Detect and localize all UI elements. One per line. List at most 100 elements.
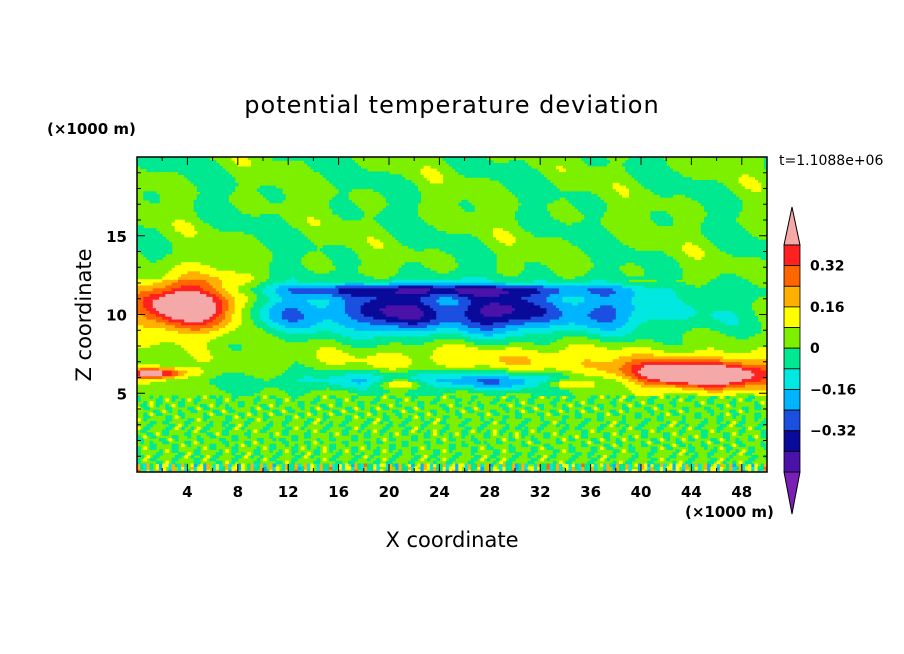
field-cell xyxy=(707,409,711,414)
field-cell xyxy=(571,367,576,371)
field-cell xyxy=(332,333,337,337)
field-cell xyxy=(256,381,261,385)
field-cell xyxy=(452,386,456,391)
field-cell xyxy=(496,437,500,442)
field-cell xyxy=(691,372,696,377)
field-cell xyxy=(565,460,570,465)
field-cell xyxy=(763,389,767,394)
field-cell xyxy=(322,449,327,453)
field-cell xyxy=(382,389,387,394)
field-cell xyxy=(366,378,371,382)
field-cell xyxy=(587,355,592,360)
field-cell xyxy=(448,386,453,391)
field-cell xyxy=(489,389,494,394)
field-cell xyxy=(266,381,270,385)
field-cell xyxy=(200,440,204,445)
field-cell xyxy=(537,463,541,467)
field-cell xyxy=(445,344,450,348)
field-cell xyxy=(354,372,359,377)
field-cell xyxy=(426,372,431,377)
field-cell xyxy=(212,333,217,337)
field-cell xyxy=(401,375,406,380)
field-cell xyxy=(483,335,488,340)
field-cell xyxy=(546,333,551,337)
field-cell xyxy=(596,426,601,431)
field-cell xyxy=(203,352,207,357)
field-cell xyxy=(524,406,529,411)
field-cell xyxy=(647,381,652,385)
field-cell xyxy=(524,443,529,448)
field-cell xyxy=(499,386,503,391)
field-cell xyxy=(751,395,755,399)
field-cell xyxy=(253,469,258,472)
field-cell xyxy=(231,395,236,399)
field-cell xyxy=(376,384,381,388)
field-cell xyxy=(348,389,352,394)
field-cell xyxy=(549,372,554,377)
field-cell xyxy=(250,469,255,472)
field-cell xyxy=(600,395,604,399)
field-cell xyxy=(593,330,598,334)
field-cell xyxy=(625,369,629,374)
field-cell xyxy=(486,446,491,450)
field-cell xyxy=(530,335,535,340)
field-cell xyxy=(297,386,302,391)
field-cell xyxy=(222,409,226,414)
field-cell xyxy=(159,378,163,382)
field-cell xyxy=(549,454,554,459)
field-cell xyxy=(159,398,163,402)
field-cell xyxy=(483,330,488,334)
field-cell xyxy=(303,372,308,377)
field-cell xyxy=(275,454,280,459)
field-cell xyxy=(647,398,652,402)
field-cell xyxy=(653,381,658,385)
field-cell xyxy=(455,364,459,368)
field-cell xyxy=(477,333,481,337)
field-cell xyxy=(313,386,318,391)
field-cell xyxy=(612,367,617,371)
field-cell xyxy=(502,333,507,337)
field-cell xyxy=(398,372,403,377)
field-cell xyxy=(515,338,519,343)
field-cell xyxy=(754,426,759,431)
field-cell xyxy=(697,389,702,394)
field-cell xyxy=(445,352,450,357)
field-cell xyxy=(344,341,349,346)
field-cell xyxy=(455,398,459,402)
field-cell xyxy=(168,406,173,411)
field-cell xyxy=(685,452,689,456)
field-cell xyxy=(464,333,469,337)
field-cell xyxy=(288,375,292,380)
field-cell xyxy=(527,335,532,340)
field-cell xyxy=(552,352,557,357)
field-cell xyxy=(143,372,148,377)
field-cell xyxy=(644,364,648,368)
field-cell xyxy=(663,338,667,343)
field-cell xyxy=(184,466,188,470)
field-cell xyxy=(177,423,182,428)
field-cell xyxy=(389,381,393,385)
field-cell xyxy=(455,372,459,377)
field-cell xyxy=(492,384,497,388)
field-cell xyxy=(546,446,551,450)
field-cell xyxy=(234,435,239,439)
field-cell xyxy=(663,443,667,448)
field-cell xyxy=(326,333,330,337)
field-cell xyxy=(521,401,526,405)
field-cell xyxy=(187,369,192,374)
field-cell xyxy=(420,406,425,411)
field-cell xyxy=(429,375,434,380)
field-cell xyxy=(726,384,730,388)
field-cell xyxy=(445,466,450,470)
field-cell xyxy=(316,457,321,462)
field-cell xyxy=(291,466,296,470)
field-cell xyxy=(505,352,510,357)
field-cell xyxy=(486,463,491,467)
field-cell xyxy=(146,335,151,340)
field-cell xyxy=(499,463,503,467)
field-cell xyxy=(203,344,207,348)
field-cell xyxy=(389,375,393,380)
field-cell xyxy=(285,426,289,431)
field-cell xyxy=(357,466,362,470)
field-cell xyxy=(593,352,598,357)
